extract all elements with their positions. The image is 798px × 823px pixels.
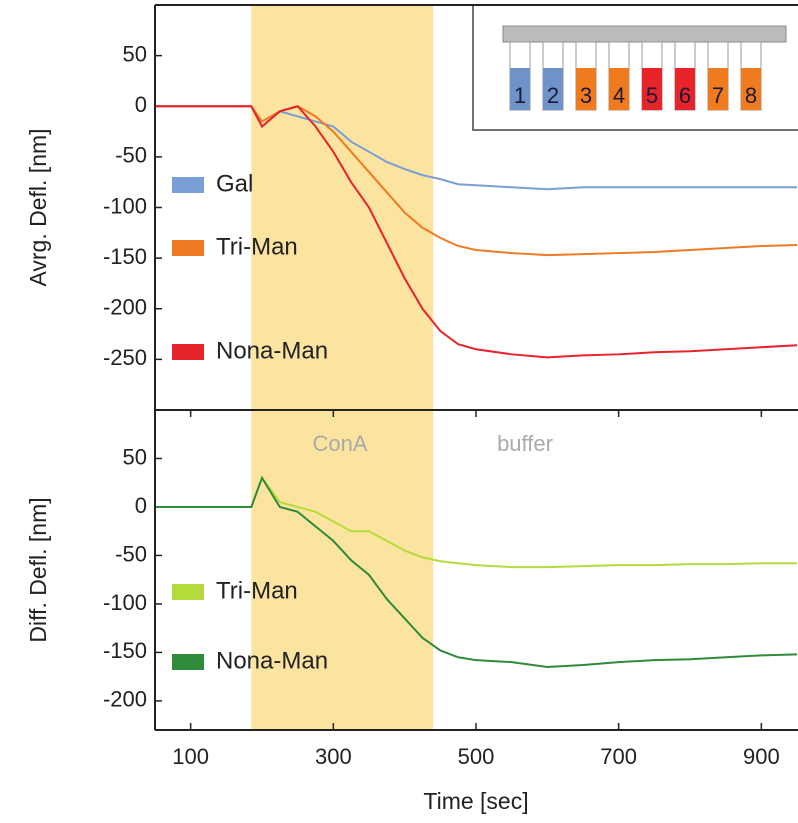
y-tick-label: 50 — [123, 41, 147, 66]
series-line — [155, 105, 798, 359]
legend-label: Tri-Man — [216, 577, 298, 604]
y-tick-label: -200 — [103, 295, 147, 320]
y-tick-label: 0 — [135, 92, 147, 117]
x-tick-label: 500 — [458, 744, 495, 769]
y-tick-label: 50 — [123, 444, 147, 469]
series-line — [155, 475, 798, 668]
well-label: 7 — [712, 83, 724, 108]
x-tick-label: 900 — [743, 744, 780, 769]
well-label: 8 — [745, 83, 757, 108]
well-label: 2 — [547, 83, 559, 108]
well-label: 4 — [613, 83, 625, 108]
well-label: 5 — [646, 83, 658, 108]
annotation: buffer — [497, 431, 553, 456]
y-tick-label: 0 — [135, 493, 147, 518]
y-tick-label: -150 — [103, 638, 147, 663]
legend-swatch — [172, 584, 204, 600]
y-tick-label: -100 — [103, 590, 147, 615]
well-label: 3 — [580, 83, 592, 108]
legend-swatch — [172, 654, 204, 670]
y-axis-label: Avrg. Defl. [nm] — [25, 128, 51, 286]
well-fill — [543, 68, 563, 110]
y-tick-label: -50 — [115, 143, 147, 168]
shade-region — [251, 410, 434, 730]
well-fill — [741, 68, 761, 110]
well-fill — [576, 68, 596, 110]
x-tick-label: 700 — [600, 744, 637, 769]
well-label: 6 — [679, 83, 691, 108]
legend-label: Nona-Man — [216, 337, 328, 364]
annotation: ConA — [312, 431, 367, 456]
y-tick-label: -50 — [115, 541, 147, 566]
well-fill — [708, 68, 728, 110]
well-label: 1 — [514, 83, 526, 108]
legend-label: Nona-Man — [216, 647, 328, 674]
inset-bar — [502, 25, 787, 43]
legend-swatch — [172, 177, 204, 193]
legend-label: Tri-Man — [216, 233, 298, 260]
legend-swatch — [172, 240, 204, 256]
well-fill — [675, 68, 695, 110]
x-axis-label: Time [sec] — [423, 788, 528, 814]
legend-swatch — [172, 344, 204, 360]
well-fill — [642, 68, 662, 110]
x-tick-label: 100 — [172, 744, 209, 769]
legend-label: Gal — [216, 170, 253, 197]
x-tick-label: 300 — [315, 744, 352, 769]
shade-region — [251, 5, 434, 410]
y-tick-label: -250 — [103, 345, 147, 370]
well-fill — [510, 68, 530, 110]
well-fill — [609, 68, 629, 110]
y-tick-label: -200 — [103, 687, 147, 712]
y-tick-label: -100 — [103, 193, 147, 218]
y-axis-label: Diff. Defl. [nm] — [25, 497, 51, 642]
y-tick-label: -150 — [103, 244, 147, 269]
series-line — [155, 105, 798, 257]
